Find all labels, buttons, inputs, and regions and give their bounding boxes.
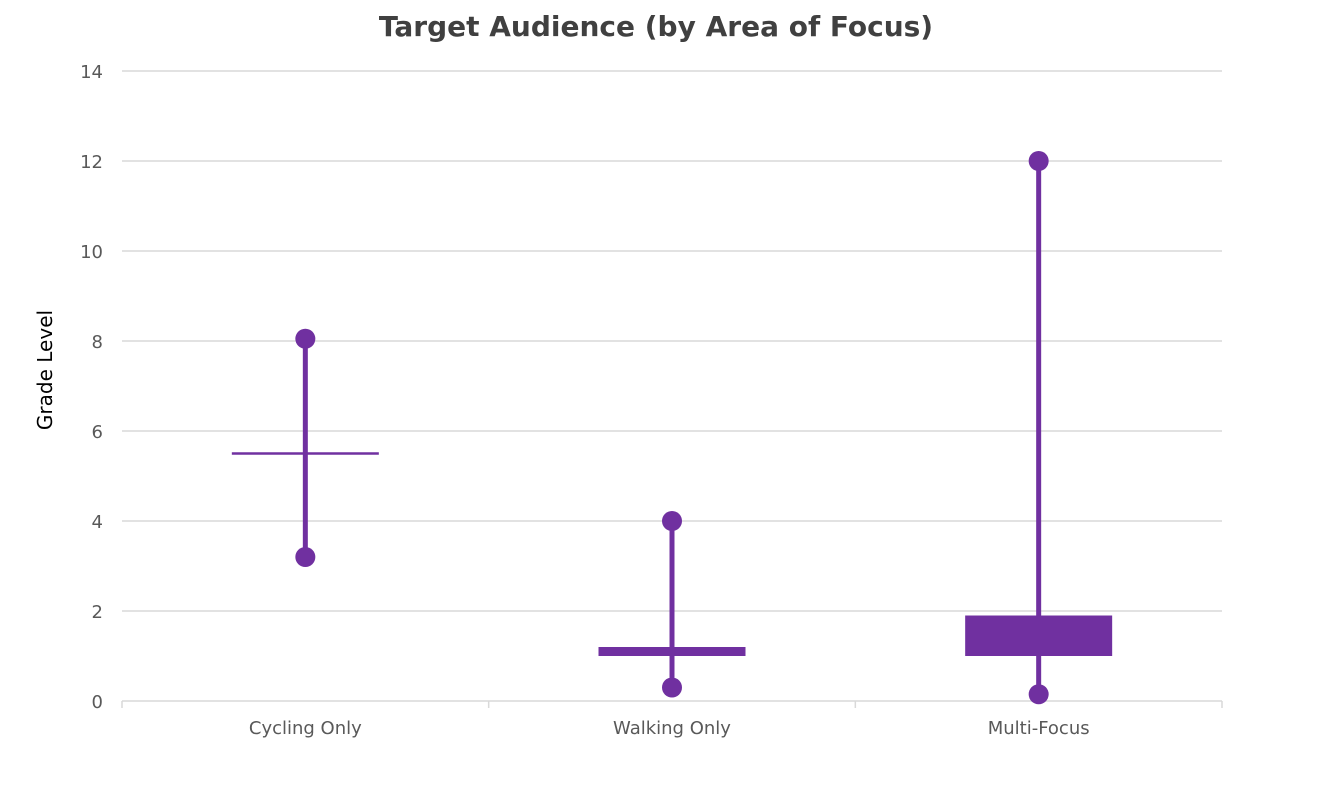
y-axis-label: Grade Level — [33, 310, 57, 430]
y-tick-label: 14 — [80, 62, 103, 83]
box — [598, 647, 746, 656]
min-point — [295, 547, 316, 567]
y-tick-label: 0 — [92, 692, 103, 713]
box — [231, 452, 379, 455]
y-tick-label: 6 — [92, 422, 103, 443]
x-tick-label: Walking Only — [613, 718, 731, 739]
chart-title: Target Audience (by Area of Focus) — [379, 10, 933, 43]
x-tick-label: Multi-Focus — [988, 718, 1090, 739]
y-tick-label: 2 — [92, 602, 103, 623]
y-tick-label: 10 — [80, 242, 103, 263]
y-tick-label: 12 — [80, 152, 103, 173]
y-tick-label: 4 — [92, 512, 103, 533]
max-point — [1028, 151, 1049, 171]
box — [965, 615, 1113, 656]
min-point — [662, 677, 682, 698]
min-point — [1028, 684, 1049, 705]
max-point — [295, 328, 316, 349]
y-tick-label: 8 — [92, 332, 103, 353]
x-tick-label: Cycling Only — [249, 718, 362, 739]
max-point — [662, 511, 682, 531]
